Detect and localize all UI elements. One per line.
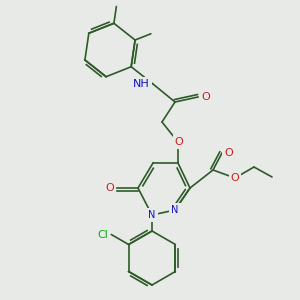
Text: O: O (175, 137, 183, 147)
Text: Cl: Cl (98, 230, 108, 239)
Text: N: N (171, 205, 179, 215)
Text: O: O (105, 183, 114, 193)
Text: N: N (148, 210, 156, 220)
Text: O: O (231, 173, 239, 183)
Text: O: O (224, 148, 233, 158)
Text: NH: NH (133, 79, 150, 89)
Text: O: O (201, 92, 210, 102)
